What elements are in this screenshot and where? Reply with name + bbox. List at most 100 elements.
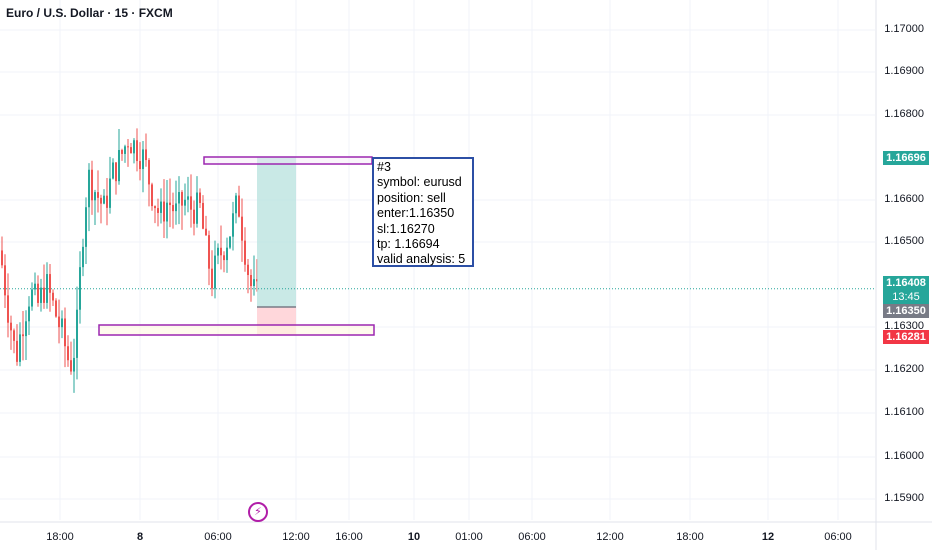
candle-body xyxy=(238,195,240,217)
candle-body xyxy=(145,149,147,161)
chart-title: Euro / U.S. Dollar · 15 · FXCM xyxy=(6,6,173,20)
candle-body xyxy=(37,283,39,303)
candle-body xyxy=(217,247,219,256)
candle-body xyxy=(196,192,198,224)
candle-body xyxy=(22,334,24,337)
candle-body xyxy=(139,161,141,170)
candle-body xyxy=(151,184,153,207)
candle-body xyxy=(19,334,21,362)
candle-body xyxy=(58,316,60,328)
sl-price-label: 1.16281 xyxy=(883,330,929,344)
candle-body xyxy=(127,146,129,148)
candle-body xyxy=(163,201,165,222)
analysis-symbol: symbol: eurusd xyxy=(377,175,462,190)
y-tick-label: 1.17000 xyxy=(884,23,924,35)
candle-body xyxy=(220,247,222,256)
candle-body xyxy=(115,162,117,182)
current-price-label: 1.16408 13:45 xyxy=(883,276,929,304)
candle-body xyxy=(55,300,57,317)
candle-body xyxy=(235,195,237,214)
candle-body xyxy=(178,192,180,204)
candle-body xyxy=(175,203,177,212)
candle-body xyxy=(73,357,75,372)
candle-body xyxy=(226,247,228,261)
analysis-enter: enter:1.16350 xyxy=(377,206,455,221)
tp-price-label: 1.16696 xyxy=(883,151,929,165)
y-tick-label: 1.16900 xyxy=(884,65,924,77)
candle-body xyxy=(253,279,255,287)
candle-body xyxy=(82,246,84,268)
candle-body xyxy=(64,318,66,347)
candle-body xyxy=(16,340,18,362)
x-tick-label: 18:00 xyxy=(46,531,74,543)
candle-body xyxy=(100,197,102,204)
candle-body xyxy=(121,150,123,154)
analysis-id: #3 xyxy=(377,160,391,174)
x-tick-label: 12:00 xyxy=(596,531,624,543)
x-tick-label: 16:00 xyxy=(335,531,363,543)
candle-body xyxy=(133,140,135,154)
candle-body xyxy=(142,149,144,170)
x-tick-label: 12:00 xyxy=(282,531,310,543)
candle-body xyxy=(112,162,114,179)
candle-body xyxy=(94,192,96,201)
candle-body xyxy=(1,250,3,266)
candle-body xyxy=(232,213,234,237)
analysis-valid: valid analysis: 5 xyxy=(377,252,466,267)
candle-body xyxy=(223,255,225,261)
y-tick-label: 1.16000 xyxy=(884,450,924,462)
candle-body xyxy=(85,207,87,247)
y-tick-label: 1.16500 xyxy=(884,235,924,247)
y-tick-label: 1.16200 xyxy=(884,363,924,375)
candle-body xyxy=(70,360,72,372)
candle-body xyxy=(166,202,168,222)
current-price-countdown: 13:45 xyxy=(892,291,920,303)
candle-body xyxy=(118,150,120,182)
resistance-zone xyxy=(203,156,373,165)
candles-layer xyxy=(1,128,258,393)
candle-body xyxy=(241,216,243,241)
candle-body xyxy=(91,169,93,201)
candle-body xyxy=(28,306,30,322)
current-price-value: 1.16408 xyxy=(886,277,926,289)
candle-body xyxy=(106,195,108,208)
candle-body xyxy=(130,147,132,154)
candle-body xyxy=(67,346,69,361)
y-tick-label: 1.16600 xyxy=(884,193,924,205)
lightning-bolt-icon[interactable]: ⚡ xyxy=(248,502,268,522)
x-tick-label: 06:00 xyxy=(204,531,232,543)
analysis-tp: tp: 1.16694 xyxy=(377,237,440,252)
candle-body xyxy=(43,287,45,303)
y-tick-label: 1.16800 xyxy=(884,108,924,120)
candle-body xyxy=(211,268,213,289)
candle-body xyxy=(199,192,201,203)
analysis-box: #3 symbol: eurusd position: sell enter:1… xyxy=(372,157,474,267)
y-tick-label: 1.15900 xyxy=(884,492,924,504)
x-tick-label: 18:00 xyxy=(676,531,704,543)
entry-price-label: 1.16350 xyxy=(883,304,929,318)
candle-body xyxy=(214,255,216,289)
candle-body xyxy=(97,192,99,198)
candle-body xyxy=(46,274,48,303)
candle-body xyxy=(109,178,111,208)
y-tick-label: 1.16300 xyxy=(884,320,924,332)
x-tick-label: 06:00 xyxy=(824,531,852,543)
candle-body xyxy=(7,295,9,323)
candle-body xyxy=(61,318,63,328)
target-zone xyxy=(257,157,296,307)
candle-body xyxy=(250,275,252,287)
candle-body xyxy=(88,169,90,208)
candle-body xyxy=(31,289,33,307)
x-tick-label: 8 xyxy=(136,531,144,543)
candle-body xyxy=(25,321,27,337)
candle-body xyxy=(49,274,51,293)
candle-body xyxy=(190,196,192,210)
candle-body xyxy=(13,330,15,341)
candle-body xyxy=(157,208,159,213)
candle-body xyxy=(4,265,6,296)
candle-body xyxy=(124,146,126,154)
candle-body xyxy=(205,228,207,236)
candle-body xyxy=(247,264,249,276)
candle-body xyxy=(169,202,171,206)
